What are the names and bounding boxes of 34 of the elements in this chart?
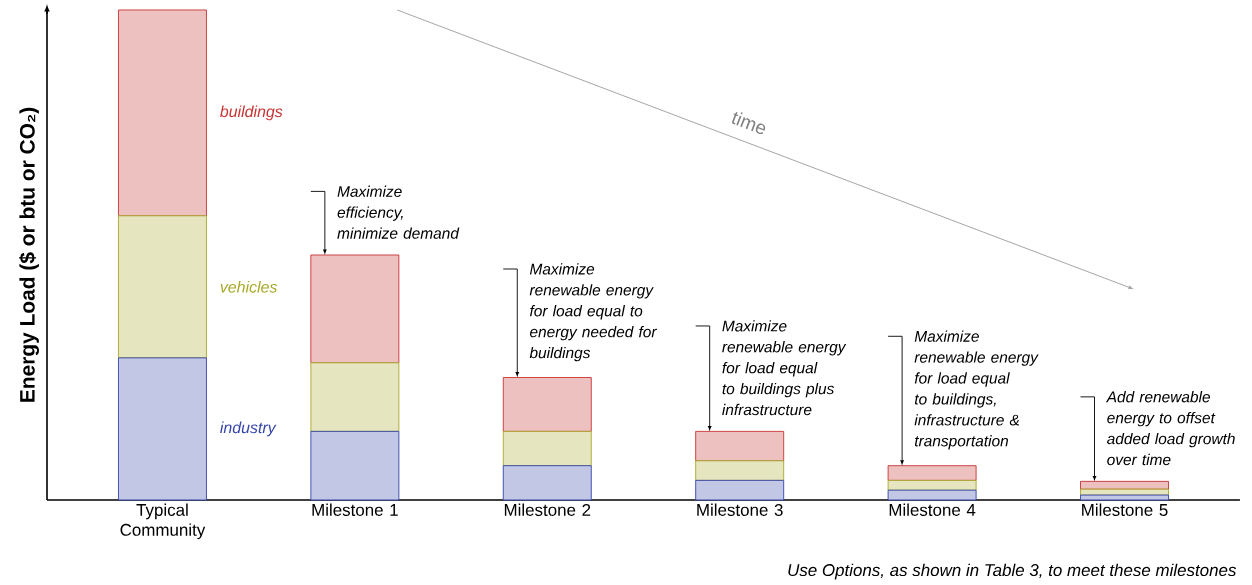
y-axis-title: Energy Load ($ or btu or CO₂) bbox=[19, 107, 39, 402]
x-tick-label: Milestone 3 bbox=[697, 503, 783, 516]
x-tick-label: Milestone 5 bbox=[1082, 503, 1168, 516]
bar bbox=[118, 215, 207, 359]
bar bbox=[1080, 480, 1169, 490]
annotation: Add renewable energy to offset added load growth over time bbox=[1105, 391, 1235, 466]
bar bbox=[118, 9, 207, 217]
bar bbox=[887, 465, 977, 481]
bar bbox=[887, 489, 977, 501]
bar bbox=[695, 430, 785, 462]
series-label: vehicles bbox=[220, 280, 278, 293]
bar bbox=[695, 479, 785, 501]
bar bbox=[310, 254, 400, 364]
bar bbox=[502, 465, 592, 501]
annotation: Maximize renewable energy for load equal to energy needed for buildings bbox=[529, 263, 658, 362]
x-tick-label: Typical Community bbox=[120, 503, 206, 540]
bar bbox=[887, 479, 977, 491]
bar bbox=[502, 430, 592, 467]
series-label: industry bbox=[220, 421, 277, 437]
x-tick-label: Milestone 4 bbox=[889, 503, 976, 516]
annotation: Maximize renewable energy for load equal to buildings, infrastructure & transportation bbox=[914, 330, 1039, 450]
annotation: Maximize renewable energy for load equal to buildings plus infrastructure bbox=[722, 320, 847, 416]
bar bbox=[310, 430, 400, 501]
annotation: Maximize efficiency, minimize demand bbox=[337, 185, 460, 239]
text: Use Options, as shown in Table 3, to meet these milestones bbox=[788, 563, 1237, 580]
bar bbox=[695, 460, 785, 481]
bar bbox=[118, 357, 207, 501]
series-label: buildings bbox=[220, 105, 283, 121]
annotation: time bbox=[732, 111, 766, 135]
x-tick-label: Milestone 2 bbox=[504, 503, 591, 516]
bar bbox=[1080, 494, 1169, 501]
x-tick-label: Milestone 1 bbox=[312, 503, 398, 516]
bar bbox=[310, 362, 400, 432]
bar bbox=[502, 377, 592, 432]
